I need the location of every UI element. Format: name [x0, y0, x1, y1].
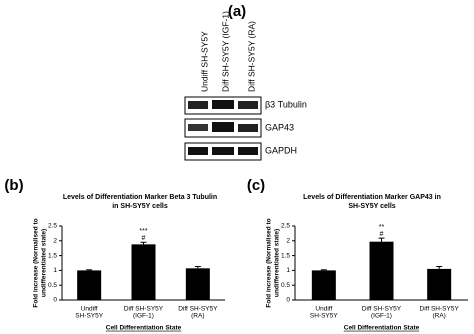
- significance: **: [379, 224, 385, 231]
- chart-title: Levels of Differentiation Marker Beta 3 …: [63, 194, 217, 201]
- bar: [131, 244, 156, 300]
- panel-label: (c): [247, 177, 265, 194]
- band: [188, 147, 208, 155]
- y-axis-label: Fold increase (Normalised to: [266, 218, 273, 307]
- significance: #: [142, 235, 146, 242]
- lane-label: Diff SH-SY5Y (IGF-1): [220, 11, 230, 92]
- significance: ***: [139, 228, 147, 235]
- x-axis-label: Cell Differentiation State: [106, 325, 182, 332]
- x-tick-label: (IGF-1): [371, 313, 392, 320]
- band: [188, 101, 208, 109]
- y-tick-label: 2.5: [48, 223, 57, 230]
- y-tick-label: 1: [286, 267, 290, 274]
- y-tick-label: 2.5: [281, 223, 290, 230]
- band-label: GAP43: [265, 122, 294, 132]
- x-tick-label: (RA): [432, 313, 445, 320]
- panel-label: (a): [228, 3, 246, 20]
- y-tick-label: 1.5: [281, 252, 290, 259]
- x-tick-label: (RA): [191, 313, 204, 320]
- chart-title: SH-SY5Y cells: [348, 203, 395, 210]
- bar: [77, 270, 102, 300]
- x-tick-label: Diff SH-SY5Y: [124, 306, 164, 313]
- band: [238, 147, 258, 155]
- y-axis-label: undifferentiated state): [274, 229, 281, 297]
- y-tick-label: 2: [53, 238, 57, 245]
- x-tick-label: Undiff: [315, 306, 332, 313]
- panel-label: (b): [4, 177, 23, 194]
- x-tick-label: Undiff: [81, 306, 98, 313]
- y-tick-label: 2: [286, 238, 290, 245]
- x-tick-label: Diff SH-SY5Y: [420, 306, 460, 313]
- band: [212, 100, 234, 109]
- y-tick-label: 0.5: [281, 282, 290, 289]
- band: [212, 122, 234, 132]
- lane-label: Undiff SH-SY5Y: [199, 31, 209, 92]
- x-tick-label: (IGF-1): [133, 313, 154, 320]
- band-label: GAPDH: [265, 145, 297, 155]
- x-tick-label: Diff SH-SY5Y: [178, 306, 218, 313]
- chart-title: Levels of Differentiation Marker GAP43 i…: [303, 194, 441, 201]
- y-tick-label: 0: [53, 297, 57, 304]
- y-tick-label: 1: [53, 267, 57, 274]
- blot: [184, 96, 262, 161]
- x-tick-label: SH-SY5Y: [75, 313, 103, 320]
- y-axis-label: undifferentiated state): [41, 229, 48, 297]
- x-axis-label: Cell Differentiation State: [344, 325, 420, 332]
- band: [238, 124, 258, 132]
- bar: [369, 241, 394, 300]
- band: [212, 147, 234, 155]
- chart-title: in SH-SY5Y cells: [112, 203, 168, 210]
- y-tick-label: 0.5: [48, 282, 57, 289]
- band: [188, 124, 208, 131]
- significance: #: [380, 231, 384, 238]
- bar: [427, 268, 452, 300]
- lane-label: Diff SH-SY5Y (RA): [246, 21, 256, 92]
- y-axis-label: Fold increase (Normalised to: [33, 218, 40, 307]
- bar: [185, 268, 210, 300]
- x-tick-label: Diff SH-SY5Y: [362, 306, 402, 313]
- band-label: β3 Tubulin: [265, 99, 307, 109]
- band: [238, 101, 258, 109]
- y-tick-label: 1.5: [48, 252, 57, 259]
- bar: [311, 270, 336, 300]
- x-tick-label: SH-SY5Y: [310, 313, 338, 320]
- y-tick-label: 0: [286, 297, 290, 304]
